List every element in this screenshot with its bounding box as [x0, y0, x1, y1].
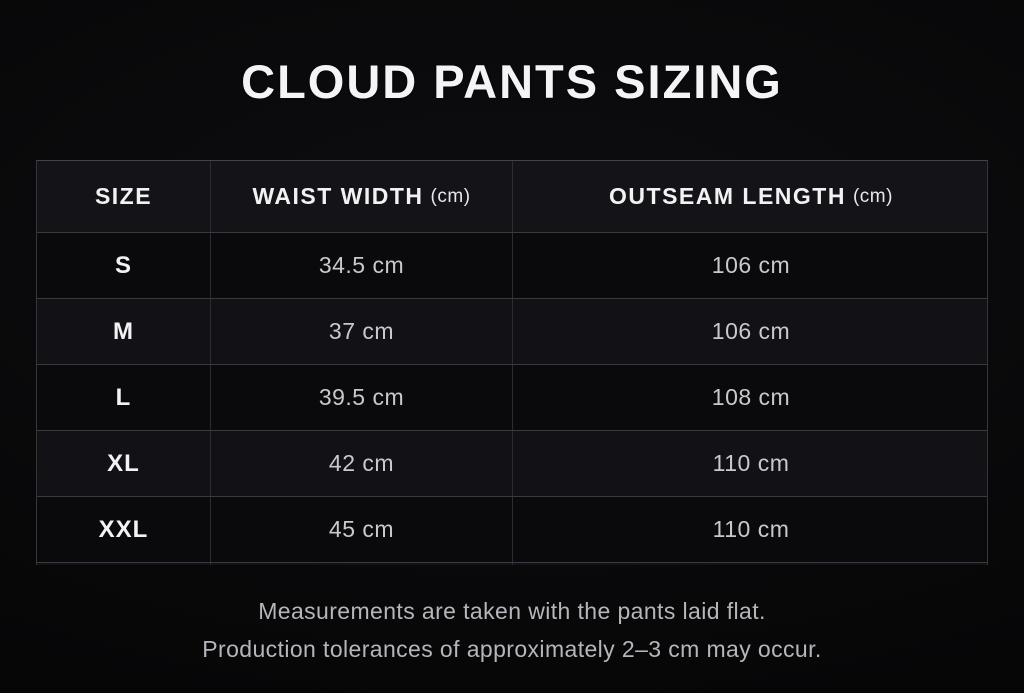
- header-cell-outseam: OUTSEAM LENGTH (cm): [513, 161, 987, 232]
- waist-value: 37 cm: [328, 318, 395, 344]
- waist-cell: 37 cm: [211, 299, 513, 364]
- outseam-value: 108 cm: [711, 384, 791, 410]
- header-cell-size: SIZE: [37, 161, 211, 232]
- size-cell: M: [37, 299, 211, 364]
- outseam-cell: 106 cm: [513, 233, 987, 298]
- size-cell: S: [37, 233, 211, 298]
- table-row-s: S 34.5 cm 106 cm: [37, 233, 987, 299]
- waist-value: 39.5 cm: [318, 384, 405, 410]
- size-cell: XXL: [37, 497, 211, 562]
- outseam-value: 110 cm: [712, 450, 790, 476]
- outseam-value: 106 cm: [711, 318, 791, 344]
- table-header-row: SIZE WAIST WIDTH (cm) OUTSEAM LENGTH (cm…: [37, 161, 987, 233]
- header-cell-waist: WAIST WIDTH (cm): [211, 161, 513, 232]
- table-row-xl: XL 42 cm 110 cm: [37, 431, 987, 497]
- table-row-m: M 37 cm 106 cm: [37, 299, 987, 365]
- outseam-cell: 110 cm: [513, 497, 987, 562]
- size-label: L: [115, 383, 132, 411]
- waist-cell: [211, 563, 513, 565]
- size-label: XL: [107, 449, 140, 477]
- table-row-l: L 39.5 cm 108 cm: [37, 365, 987, 431]
- outseam-value: 106 cm: [711, 252, 791, 278]
- outseam-cell: 106 cm: [513, 299, 987, 364]
- waist-cell: 34.5 cm: [211, 233, 513, 298]
- size-label: XXL: [98, 515, 149, 543]
- header-unit-waist: (cm): [430, 185, 471, 207]
- size-label: S: [114, 251, 132, 279]
- outseam-cell: 110 cm: [513, 431, 987, 496]
- waist-cell: 42 cm: [211, 431, 513, 496]
- page-title: CLOUD PANTS SIZING: [241, 55, 783, 108]
- table-row-clipped: [37, 563, 987, 565]
- outseam-cell: [513, 563, 987, 565]
- header-label-waist: WAIST WIDTH: [252, 183, 424, 209]
- sizing-table: SIZE WAIST WIDTH (cm) OUTSEAM LENGTH (cm…: [36, 160, 988, 565]
- outseam-value: 110 cm: [712, 516, 790, 542]
- size-label: M: [113, 317, 134, 345]
- header-label-size: SIZE: [94, 183, 153, 209]
- size-cell: [37, 563, 211, 565]
- header-label-outseam: OUTSEAM LENGTH: [609, 183, 846, 209]
- header-unit-outseam: (cm): [852, 185, 893, 207]
- footer-note-line2: Production tolerances of approximately 2…: [202, 636, 822, 662]
- footer-notes: Measurements are taken with the pants la…: [0, 592, 1024, 668]
- waist-cell: 39.5 cm: [211, 365, 513, 430]
- size-cell: L: [37, 365, 211, 430]
- waist-cell: 45 cm: [211, 497, 513, 562]
- table-row-xxl: XXL 45 cm 110 cm: [37, 497, 987, 563]
- footer-note-line1: Measurements are taken with the pants la…: [258, 598, 766, 624]
- waist-value: 45 cm: [328, 516, 395, 542]
- waist-value: 34.5 cm: [318, 252, 405, 278]
- outseam-cell: 108 cm: [513, 365, 987, 430]
- size-cell: XL: [37, 431, 211, 496]
- waist-value: 42 cm: [328, 450, 395, 476]
